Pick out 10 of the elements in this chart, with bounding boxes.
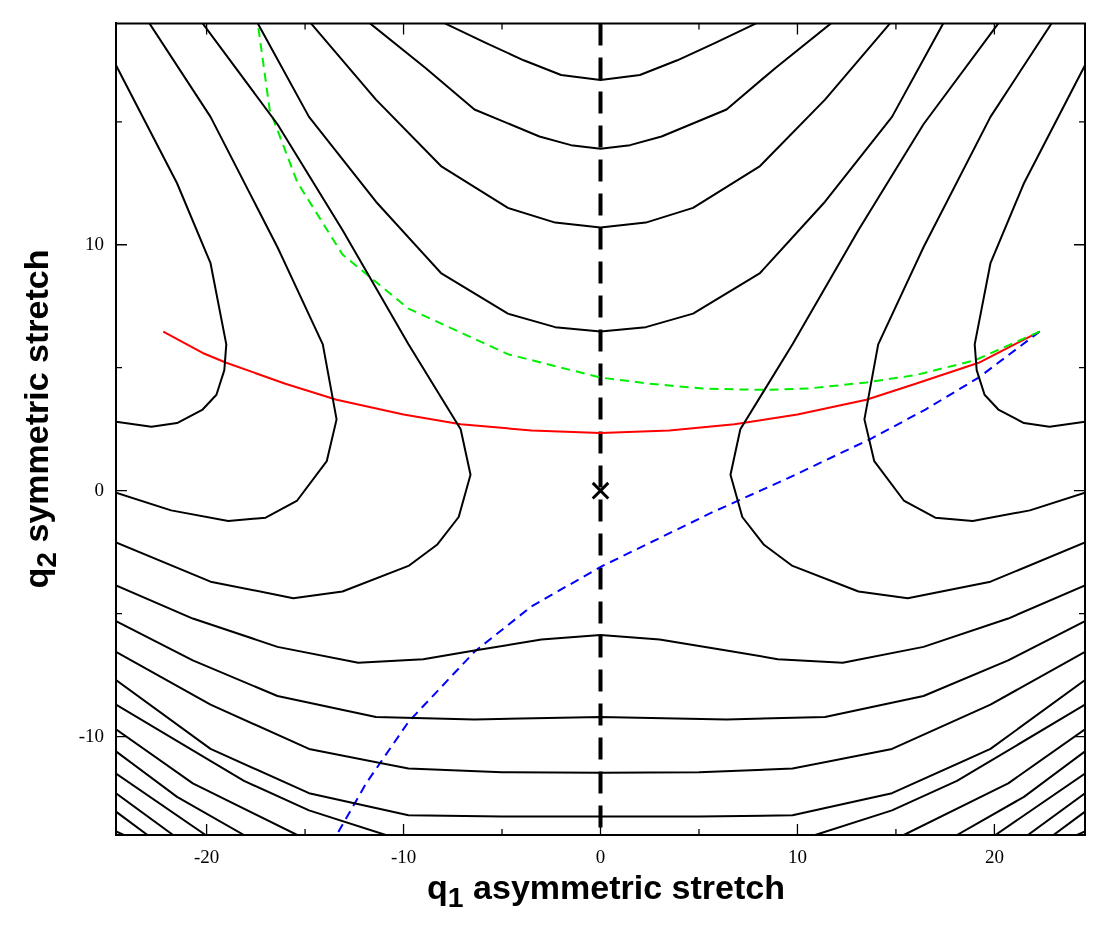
- x-axis-title: q$_{1}$ asymmetric stretch: [427, 868, 785, 914]
- x-tick-label: -20: [193, 846, 220, 868]
- y-tick-label: -10: [78, 724, 104, 746]
- y-tick-label: 0: [94, 478, 104, 500]
- x-tick-label: 10: [787, 846, 807, 868]
- x-tick-label: -10: [390, 846, 417, 868]
- line-series: [335, 330, 1041, 835]
- x-tick-label: 0: [595, 846, 606, 868]
- y-tick-label: 10: [85, 232, 104, 254]
- x-tick-label: 20: [984, 846, 1004, 868]
